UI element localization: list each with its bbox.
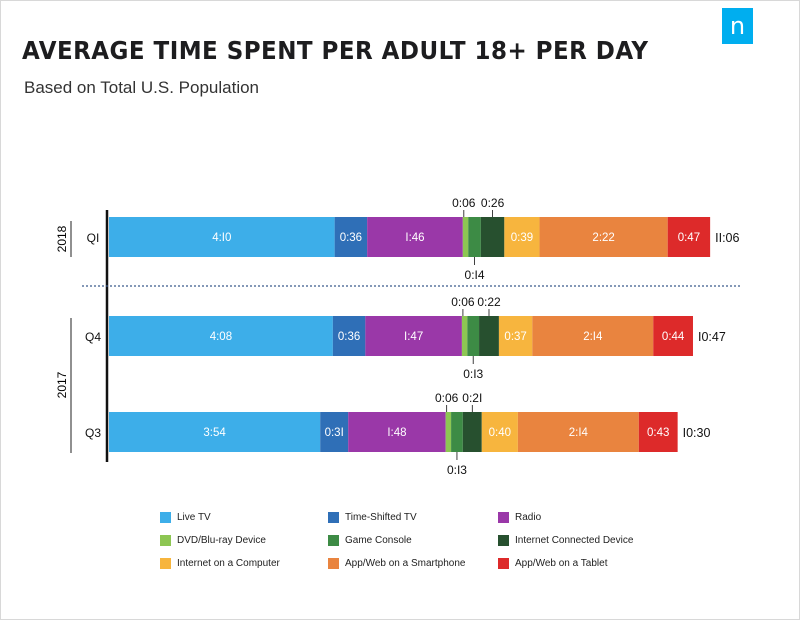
legend-swatch bbox=[498, 534, 509, 546]
legend-label: Time-Shifted TV bbox=[345, 511, 417, 523]
bar-segment-q4-3 bbox=[461, 316, 468, 356]
data-label-q1-7: 2:22 bbox=[592, 232, 614, 244]
bar-segment-q4-6 bbox=[498, 316, 533, 356]
data-label-q1-0: 4:I0 bbox=[212, 232, 231, 244]
legend-swatch bbox=[328, 534, 339, 546]
legend-swatch bbox=[328, 511, 339, 523]
data-label-q4-0: 4:08 bbox=[210, 331, 232, 343]
data-label-q3-3: 0:06 bbox=[435, 391, 459, 405]
data-label-q4-7: 2:I4 bbox=[583, 331, 603, 343]
data-label-q3-0: 3:54 bbox=[203, 427, 226, 439]
data-label-q1-8: 0:47 bbox=[678, 232, 700, 244]
bar-segment-q4-1 bbox=[332, 316, 366, 356]
bar-segment-q1-5 bbox=[480, 217, 505, 257]
bar-segment-q4-4 bbox=[467, 316, 480, 356]
nielsen-logo: n bbox=[722, 8, 753, 44]
data-label-q1-4: 0:I4 bbox=[465, 268, 485, 282]
bar-segment-q3-4 bbox=[451, 412, 463, 452]
legend-swatch bbox=[160, 534, 171, 546]
legend-item: App/Web on a Tablet bbox=[498, 556, 607, 570]
data-label-q4-2: I:47 bbox=[404, 331, 423, 343]
legend-label: App/Web on a Smartphone bbox=[345, 557, 466, 569]
total-label-q3: I0:30 bbox=[683, 426, 711, 440]
legend-label: Live TV bbox=[177, 511, 211, 523]
legend-label: App/Web on a Tablet bbox=[515, 557, 608, 569]
bar-segment-q3-8 bbox=[638, 412, 678, 452]
data-label-q4-3: 0:06 bbox=[451, 295, 475, 309]
bar-segment-q1-1 bbox=[334, 217, 368, 257]
data-label-q3-2: I:48 bbox=[387, 427, 406, 439]
legend-item: Radio bbox=[498, 510, 541, 524]
chart-title: AVERAGE TIME SPENT PER ADULT 18+ PER DAY bbox=[22, 36, 649, 65]
data-label-q3-8: 0:43 bbox=[647, 427, 669, 439]
row-label-q4: Q4 bbox=[85, 330, 101, 344]
bar-segment-q3-2 bbox=[348, 412, 446, 452]
bar-segment-q3-7 bbox=[517, 412, 639, 452]
legend-label: Internet on a Computer bbox=[177, 557, 280, 569]
data-label-q1-2: I:46 bbox=[405, 232, 424, 244]
legend-label: Internet Connected Device bbox=[515, 534, 634, 546]
legend-item: App/Web on a Smartphone bbox=[328, 556, 465, 570]
legend-item: Game Console bbox=[328, 533, 412, 547]
bar-segment-q1-3 bbox=[462, 217, 469, 257]
bar-segment-q4-0 bbox=[109, 316, 333, 356]
row-label-q3: Q3 bbox=[85, 426, 101, 440]
legend-swatch bbox=[160, 557, 171, 569]
legend-item: Internet on a Computer bbox=[160, 556, 280, 570]
bar-segment-q1-8 bbox=[667, 217, 711, 257]
legend-label: DVD/Blu-ray Device bbox=[177, 534, 266, 546]
bar-segment-q3-0 bbox=[109, 412, 321, 452]
legend-item: Live TV bbox=[160, 510, 211, 524]
data-label-q4-5: 0:22 bbox=[477, 295, 501, 309]
legend-item: Time-Shifted TV bbox=[328, 510, 417, 524]
data-label-q4-1: 0:36 bbox=[338, 331, 360, 343]
legend-item: DVD/Blu-ray Device bbox=[160, 533, 266, 547]
bar-segment-q4-2 bbox=[365, 316, 462, 356]
data-label-q3-5: 0:2I bbox=[462, 391, 482, 405]
bar-segment-q3-6 bbox=[481, 412, 518, 452]
bar-segment-q1-7 bbox=[539, 217, 668, 257]
bar-segment-q4-8 bbox=[653, 316, 693, 356]
data-label-q1-1: 0:36 bbox=[340, 232, 362, 244]
data-label-q3-6: 0:40 bbox=[489, 427, 511, 439]
year-label-2017: 2017 bbox=[55, 371, 69, 398]
data-label-q1-3: 0:06 bbox=[452, 196, 476, 210]
data-label-q4-4: 0:I3 bbox=[463, 367, 483, 381]
data-label-q1-5: 0:26 bbox=[481, 196, 505, 210]
bar-segment-q1-2 bbox=[367, 217, 463, 257]
bar-segment-q1-6 bbox=[504, 217, 540, 257]
legend-swatch bbox=[498, 511, 509, 523]
legend-swatch bbox=[328, 557, 339, 569]
data-label-q1-6: 0:39 bbox=[511, 232, 533, 244]
row-label-q1: QI bbox=[87, 231, 100, 245]
data-label-q3-1: 0:3I bbox=[325, 427, 344, 439]
legend-swatch bbox=[160, 511, 171, 523]
bar-segment-q4-7 bbox=[532, 316, 654, 356]
bar-segment-q3-3 bbox=[445, 412, 452, 452]
bar-segment-q1-0 bbox=[109, 217, 335, 257]
legend-item: Internet Connected Device bbox=[498, 533, 633, 547]
legend-label: Radio bbox=[515, 511, 542, 523]
bar-segment-q4-5 bbox=[479, 316, 499, 356]
chart-subtitle: Based on Total U.S. Population bbox=[24, 78, 260, 97]
data-label-q3-7: 2:I4 bbox=[569, 427, 589, 439]
bar-segment-q1-4 bbox=[468, 217, 481, 257]
bar-segment-q3-5 bbox=[462, 412, 482, 452]
legend-label: Game Console bbox=[345, 534, 412, 546]
data-label-q3-4: 0:I3 bbox=[447, 463, 467, 477]
data-label-q4-8: 0:44 bbox=[662, 331, 685, 343]
total-label-q4: I0:47 bbox=[698, 330, 726, 344]
year-label-2018: 2018 bbox=[55, 225, 69, 252]
legend-swatch bbox=[498, 557, 509, 569]
data-label-q4-6: 0:37 bbox=[504, 331, 526, 343]
total-label-q1: II:06 bbox=[715, 231, 739, 245]
bar-segment-q3-1 bbox=[320, 412, 349, 452]
